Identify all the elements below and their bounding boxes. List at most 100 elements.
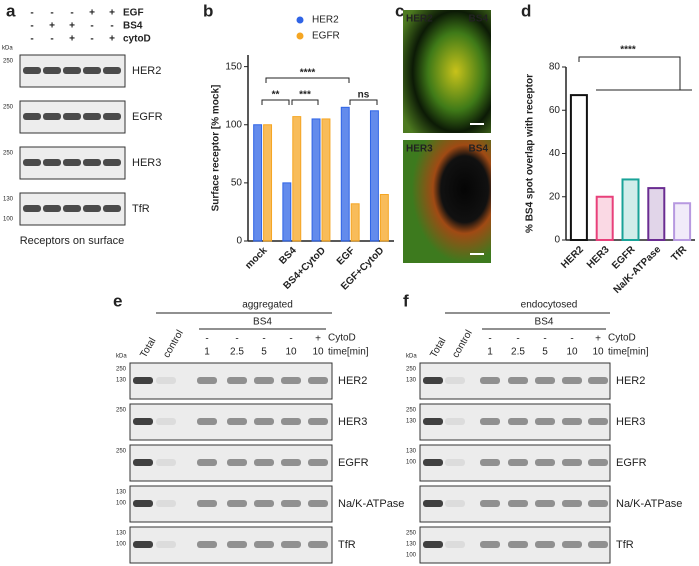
- bar: [253, 124, 263, 242]
- y-axis-label: Surface receptor [% mock]: [211, 85, 222, 212]
- lane-label: control: [450, 328, 475, 359]
- band: [156, 500, 176, 507]
- sign: -: [30, 34, 33, 45]
- sign: -: [488, 334, 491, 345]
- band: [133, 541, 153, 548]
- blot-label: HER3: [616, 416, 645, 428]
- panel-letter: a: [6, 1, 16, 20]
- kda-marker: 250: [3, 59, 14, 65]
- y-tick-label: 40: [549, 148, 561, 159]
- y-tick-label: 60: [549, 105, 561, 116]
- band: [308, 459, 328, 466]
- kda-marker: 100: [116, 501, 127, 507]
- band: [43, 67, 61, 74]
- lane-label: 10: [312, 347, 324, 358]
- sign: -: [30, 8, 33, 19]
- blot-label: HER3: [338, 416, 367, 428]
- y-axis-label: % BS4 spot overlap with receptor: [525, 74, 536, 233]
- kda-marker: 100: [406, 553, 417, 559]
- sign: +: [595, 334, 601, 345]
- band: [197, 541, 217, 548]
- band: [83, 67, 101, 74]
- blot-label: TfR: [616, 539, 634, 551]
- blot-label: EGFR: [616, 457, 647, 469]
- band: [423, 500, 443, 507]
- band: [588, 459, 608, 466]
- band: [588, 418, 608, 425]
- band: [133, 418, 153, 425]
- legend-marker: [296, 32, 304, 40]
- lane-label: 1: [487, 347, 493, 358]
- band: [254, 377, 274, 384]
- row-label: EGF: [123, 8, 144, 19]
- band: [308, 500, 328, 507]
- blot: [129, 485, 333, 523]
- band: [535, 377, 555, 384]
- sign: -: [70, 8, 73, 19]
- band: [281, 541, 301, 548]
- blot-label: TfR: [132, 203, 150, 215]
- kda-marker: 130: [406, 419, 417, 425]
- sign: -: [205, 334, 208, 345]
- x-tick-label: HER2: [559, 244, 586, 271]
- bar: [379, 194, 389, 242]
- sign: +: [69, 34, 75, 45]
- panel-letter: e: [113, 291, 122, 310]
- x-tick-label: TfR: [670, 244, 690, 264]
- band: [281, 377, 301, 384]
- kda-marker: 130: [116, 531, 127, 537]
- band: [133, 500, 153, 507]
- sign: -: [289, 334, 292, 345]
- x-tick-label: BS4: [277, 245, 299, 267]
- bar: [263, 124, 273, 242]
- band: [43, 159, 61, 166]
- band: [254, 418, 274, 425]
- sign: -: [30, 21, 33, 32]
- kda-marker: 130: [406, 542, 417, 548]
- band: [227, 500, 247, 507]
- blot: [419, 362, 611, 400]
- band: [133, 459, 153, 466]
- band: [23, 67, 41, 74]
- band: [423, 418, 443, 425]
- band: [588, 500, 608, 507]
- significance-bracket: [265, 77, 350, 83]
- band: [562, 418, 582, 425]
- bar: [311, 118, 321, 242]
- x-tick-label: mock: [243, 245, 270, 272]
- blot-label: HER2: [616, 375, 645, 387]
- x-tick-label: HER3: [585, 244, 612, 271]
- band: [103, 67, 121, 74]
- sign: +: [315, 334, 321, 345]
- band: [23, 159, 41, 166]
- band: [103, 205, 121, 212]
- micrograph: [403, 10, 491, 133]
- kda-marker: 250: [116, 449, 127, 455]
- y-tick-label: 80: [549, 62, 561, 73]
- band: [445, 418, 465, 425]
- blot-label: Na/K-ATPase: [616, 498, 682, 510]
- blot: [129, 403, 333, 441]
- sign: +: [49, 21, 55, 32]
- band: [535, 500, 555, 507]
- sign: -: [50, 34, 53, 45]
- band: [227, 541, 247, 548]
- band: [156, 377, 176, 384]
- bar: [369, 110, 379, 242]
- band: [83, 159, 101, 166]
- band: [63, 113, 81, 120]
- significance-label: **: [272, 90, 280, 101]
- caption: Receptors on surface: [20, 235, 125, 247]
- bar: [282, 182, 292, 242]
- band: [562, 377, 582, 384]
- row-label: BS4: [123, 21, 143, 32]
- micrograph: [403, 140, 491, 263]
- sign: -: [543, 334, 546, 345]
- kda-marker: 100: [406, 460, 417, 466]
- band: [562, 541, 582, 548]
- sign: -: [516, 334, 519, 345]
- blot: [419, 403, 611, 441]
- kda-marker: 250: [116, 408, 127, 414]
- band: [63, 205, 81, 212]
- sign: +: [69, 21, 75, 32]
